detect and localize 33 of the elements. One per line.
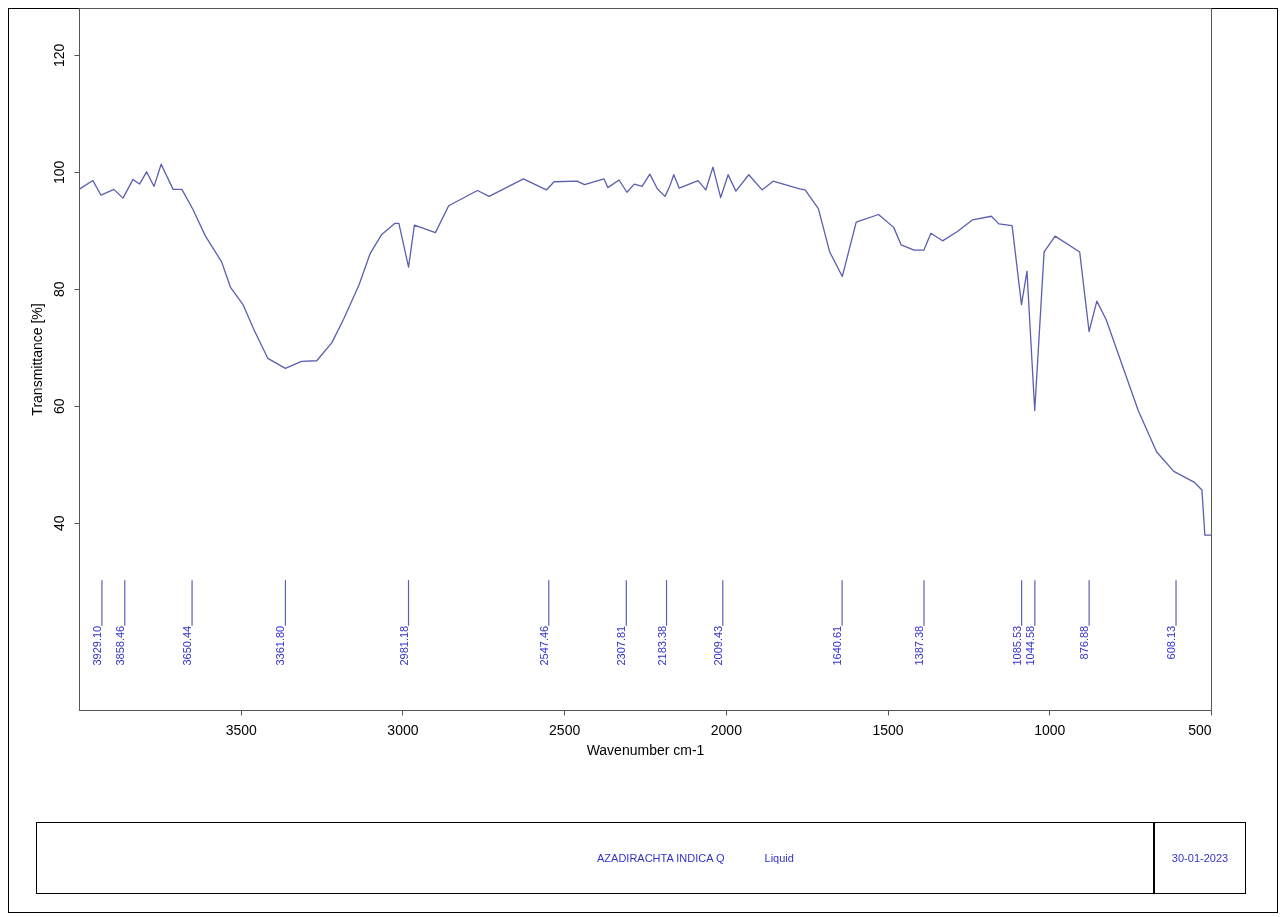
- annotation: 2307.81: [615, 625, 628, 666]
- annotation: 3929.10: [90, 625, 103, 666]
- annotation: 1640.61: [831, 625, 844, 666]
- annotation: 2009.43: [711, 625, 724, 666]
- x-tick-label: 3500: [225, 721, 257, 738]
- annotation: 3650.44: [181, 625, 194, 666]
- x-tick-label: 1000: [1034, 721, 1066, 738]
- annotation: 1085.53: [1010, 625, 1023, 666]
- x-tick-label: 500: [1188, 721, 1212, 738]
- annotation: 608.13: [1165, 625, 1178, 660]
- x-tick-label: 1500: [872, 721, 904, 738]
- line-series: [79, 163, 1211, 536]
- y-tick-label: 60: [50, 398, 67, 415]
- y-tick-label: 100: [50, 160, 67, 184]
- annotation: 1387.38: [913, 625, 925, 666]
- x-tick-label: 2500: [549, 721, 581, 738]
- y-tick-label: 120: [50, 43, 67, 67]
- text: AZADIRACHTA INDICA Q: [597, 852, 725, 864]
- text: 30-01-2023: [1171, 852, 1229, 864]
- x-tick-label: 3000: [387, 721, 419, 738]
- annotation: 2183.38: [655, 625, 668, 666]
- x-axis-title: Wavenumber cm-1: [586, 741, 705, 758]
- annotation: 3361.80: [274, 625, 287, 666]
- annotation: 2547.46: [537, 625, 550, 666]
- annotation: 1044.58: [1023, 625, 1036, 666]
- y-axis-title: Transmittance [%]: [28, 303, 45, 416]
- annotation: 876.88: [1078, 625, 1091, 660]
- text: Liquid: [764, 852, 794, 864]
- annotation: 3858.46: [113, 625, 126, 666]
- annotation: 2981.18: [397, 625, 410, 666]
- y-tick-label: 80: [50, 281, 67, 298]
- y-tick-label: 40: [50, 515, 67, 532]
- x-tick-label: 2000: [710, 721, 743, 738]
